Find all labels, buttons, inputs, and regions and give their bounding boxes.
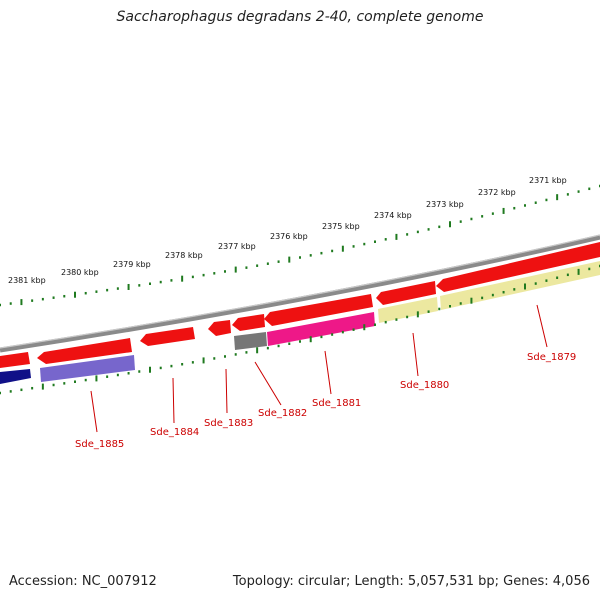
gene-sde-1883-arrow [208,320,231,336]
inner-scale-ticks [0,264,600,395]
gene-label-sde-1882: Sde_1882 [258,408,307,419]
gene-sde-1882-arrow [232,314,265,331]
gene-sde-1879-arrow [436,242,600,292]
gene-label-sde-1879: Sde_1879 [527,352,576,363]
leader-line [254,361,282,406]
leader-line [225,368,228,414]
scale-label: 2380 kbp [61,268,99,277]
scale-label: 2374 kbp [374,211,412,220]
genome-backbone-highlight [0,234,600,349]
gene-label-sde-1883: Sde_1883 [204,418,253,429]
leader-line [536,304,548,348]
scale-label: 2372 kbp [478,188,516,197]
gene-sde-1885-arrow [37,338,132,364]
gene-labels: Sde_1885 Sde_1884 Sde_1883 Sde_1882 Sde_1881… [75,352,576,450]
gene-purple-arrow [40,355,135,382]
gene-label-sde-1880: Sde_1880 [400,380,449,391]
gene-yellow-arrow-b [440,261,600,310]
gene-sde-1886-arrow [0,352,30,368]
scale-label: 2381 kbp [8,276,46,285]
gene-sde-1884-arrow [140,327,195,346]
gene-navy-arrow [0,369,31,384]
scale-label: 2376 kbp [270,232,308,241]
gene-gray-arrow [234,332,267,350]
gene-yellow-arrow-a [378,297,438,323]
topology-label: Topology: circular; Length: 5,057,531 bp… [232,574,590,589]
leader-line [172,377,175,424]
scale-label: 2371 kbp [529,176,567,185]
scale-labels: 2381 kbp 2380 kbp 2379 kbp 2378 kbp 2377 kbp… [8,176,567,285]
leader-line [412,332,419,377]
gene-label-sde-1884: Sde_1884 [150,427,199,438]
accession-label: Accession: NC_007912 [9,574,157,589]
scale-label: 2379 kbp [113,260,151,269]
label-leader-lines [90,304,548,433]
leader-line [324,350,332,395]
scale-label: 2377 kbp [218,242,256,251]
gene-label-sde-1881: Sde_1881 [312,398,361,409]
genome-backbone [0,234,600,353]
scale-label: 2378 kbp [165,251,203,260]
leader-line [90,390,98,433]
gene-pink-arrow [267,312,375,346]
gene-sde-1881-arrow [264,294,373,326]
genome-title: Saccharophagus degradans 2-40, complete … [116,9,484,25]
gene-sde-1880-arrow [376,281,436,305]
scale-label: 2375 kbp [322,222,360,231]
gene-features [0,242,600,384]
gene-label-sde-1885: Sde_1885 [75,439,124,450]
scale-ticks [0,184,600,307]
scale-label: 2373 kbp [426,200,464,209]
